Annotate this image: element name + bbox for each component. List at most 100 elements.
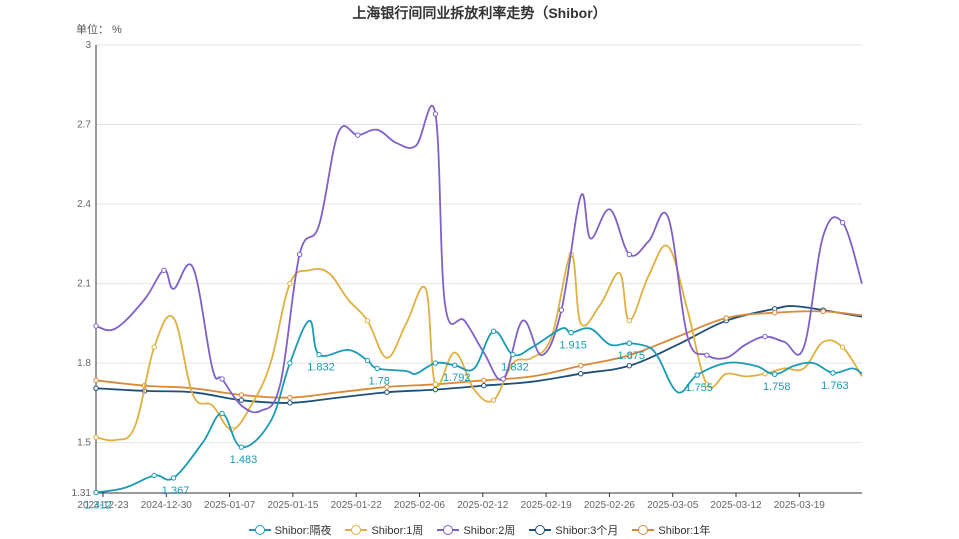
legend-item[interactable]: Shibor:2周	[437, 522, 515, 538]
x-tick-label: 2025-01-07	[204, 500, 256, 511]
series-marker	[578, 363, 584, 369]
legend: Shibor:隔夜 Shibor:1周 Shibor:2周 Shibor:3个月 Shi…	[0, 522, 959, 538]
legend-swatch-icon	[632, 525, 655, 535]
data-label: 1.78	[368, 375, 389, 387]
legend-swatch-icon	[345, 525, 368, 535]
series-marker	[626, 352, 632, 358]
series-line	[95, 104, 863, 414]
legend-label: Shibor:2周	[463, 525, 516, 537]
legend-label: Shibor:1周	[371, 525, 424, 537]
series-marker	[432, 381, 439, 388]
data-label-marker	[170, 475, 177, 481]
data-label-marker	[772, 371, 778, 377]
x-tick-label: 2025-03-19	[774, 500, 826, 511]
x-tick-label: 2025-02-19	[521, 500, 573, 511]
y-tick-label: 3	[85, 40, 91, 51]
unit-label: 单位： %	[76, 24, 122, 36]
series-marker	[820, 308, 826, 315]
legend-item[interactable]: Shibor:3个月	[529, 522, 618, 538]
series-marker	[704, 352, 710, 358]
legend-item[interactable]: Shibor:1年	[632, 522, 710, 538]
series-marker	[364, 357, 371, 364]
y-tick-label: 1.5	[77, 438, 91, 449]
series-marker	[558, 307, 565, 313]
series-marker	[490, 397, 497, 403]
series-line	[95, 310, 863, 399]
x-tick-label: 2025-02-06	[394, 500, 446, 511]
legend-swatch-icon	[248, 525, 271, 535]
data-label-marker	[568, 329, 574, 336]
series-marker	[481, 377, 487, 384]
series-marker	[839, 344, 846, 350]
series-marker	[626, 317, 632, 324]
axis-layer: 1.31 1.5 1.8 2.1 2.4 2.7 3 2024-12-23 2024-12-30…	[72, 40, 862, 511]
data-label-marker	[93, 489, 99, 496]
data-label-marker	[830, 370, 836, 376]
y-tick-label: 2.4	[77, 199, 91, 210]
data-label: 1.875	[618, 350, 646, 362]
x-tick-label: 2024-12-23	[77, 500, 129, 511]
data-label-marker	[238, 444, 245, 450]
series-marker	[481, 382, 487, 389]
series-marker	[772, 310, 778, 316]
series-marker	[151, 472, 157, 479]
series-marker	[355, 132, 361, 138]
data-label: 1.367	[162, 485, 190, 497]
series-layer	[93, 104, 863, 496]
y-tick-label: 2.1	[77, 279, 91, 290]
data-label: 1.758	[763, 381, 791, 393]
series-marker	[93, 323, 99, 329]
data-label: 1.792	[443, 372, 471, 384]
y-tick-label: 1.8	[77, 358, 91, 369]
series-marker	[238, 392, 245, 398]
series-marker	[839, 219, 846, 226]
legend-label: Shibor:1年	[658, 525, 711, 537]
data-label: 1.483	[230, 454, 258, 466]
x-tick-label: 2025-01-22	[331, 500, 383, 511]
x-tick-label: 2024-12-30	[141, 500, 193, 511]
series-marker	[432, 386, 439, 393]
series-marker	[219, 410, 225, 417]
series-marker	[626, 251, 632, 258]
series-marker	[500, 376, 506, 382]
legend-label: Shibor:隔夜	[274, 525, 332, 537]
legend-item[interactable]: Shibor:1周	[345, 522, 423, 538]
legend-item[interactable]: Shibor:隔夜	[248, 522, 332, 538]
x-tick-label: 2025-01-15	[267, 500, 319, 511]
series-marker	[93, 377, 99, 384]
series-line	[95, 244, 863, 442]
series-marker	[762, 371, 768, 377]
y-tick-label: 1.31	[72, 488, 92, 499]
data-label: 1.755	[685, 382, 713, 394]
series-marker	[296, 251, 303, 258]
legend-label: Shibor:3个月	[555, 525, 619, 537]
series-marker	[384, 389, 390, 395]
series-marker	[626, 363, 632, 369]
series-marker	[432, 111, 439, 117]
data-label-marker	[510, 351, 516, 358]
series-marker	[704, 381, 710, 388]
series-marker	[287, 400, 293, 406]
data-label: 1.312	[84, 499, 112, 511]
series-marker	[490, 328, 497, 334]
legend-swatch-icon	[437, 525, 460, 535]
series-marker	[432, 360, 439, 366]
series-marker	[723, 315, 729, 321]
series-marker	[287, 394, 293, 401]
series-marker	[287, 360, 293, 366]
data-label-layer: 1.312 1.367 1.483 1.832 1.78 1.792 1.832 1.915 1…	[84, 329, 849, 511]
series-line	[95, 319, 863, 494]
chart-title: 上海银行间同业拆放利率走势（Shibor）	[352, 5, 607, 21]
x-tick-label: 2025-02-12	[457, 500, 509, 511]
x-tick-label: 2025-03-05	[647, 500, 699, 511]
series-marker	[287, 280, 293, 287]
data-label: 1.832	[501, 362, 529, 374]
series-line	[95, 305, 863, 404]
data-label-marker	[694, 372, 700, 378]
data-label-marker	[452, 362, 458, 368]
x-tick-label: 2025-03-12	[710, 500, 762, 511]
y-tick-label: 2.7	[77, 120, 91, 131]
series-marker	[161, 267, 167, 274]
series-marker	[93, 385, 99, 391]
